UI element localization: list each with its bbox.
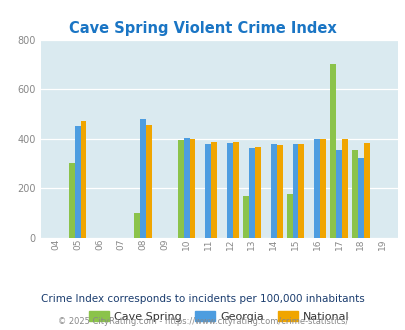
Text: Cave Spring Violent Crime Index: Cave Spring Violent Crime Index — [69, 20, 336, 36]
Bar — [232, 142, 239, 238]
Text: © 2025 CityRating.com - https://www.cityrating.com/crime-statistics/: © 2025 CityRating.com - https://www.city… — [58, 317, 347, 326]
Bar — [292, 144, 298, 238]
Bar — [335, 150, 341, 238]
Bar — [134, 213, 140, 238]
Bar — [140, 119, 145, 238]
Bar — [227, 143, 232, 238]
Bar — [329, 64, 335, 238]
Text: Crime Index corresponds to incidents per 100,000 inhabitants: Crime Index corresponds to incidents per… — [41, 294, 364, 304]
Bar — [286, 194, 292, 238]
Bar — [320, 139, 325, 238]
Bar — [363, 143, 369, 238]
Bar — [341, 139, 347, 238]
Bar — [243, 195, 248, 238]
Bar — [357, 158, 363, 238]
Bar — [270, 144, 276, 238]
Bar — [298, 144, 304, 238]
Bar — [177, 140, 183, 238]
Bar — [80, 121, 86, 238]
Bar — [145, 125, 151, 238]
Bar — [313, 139, 320, 238]
Bar — [205, 144, 211, 238]
Legend: Cave Spring, Georgia, National: Cave Spring, Georgia, National — [84, 307, 354, 326]
Bar — [68, 163, 75, 238]
Bar — [211, 142, 217, 238]
Bar — [189, 139, 195, 238]
Bar — [351, 150, 357, 238]
Bar — [254, 147, 260, 238]
Bar — [183, 138, 189, 238]
Bar — [248, 148, 254, 238]
Bar — [75, 126, 80, 238]
Bar — [276, 145, 282, 238]
